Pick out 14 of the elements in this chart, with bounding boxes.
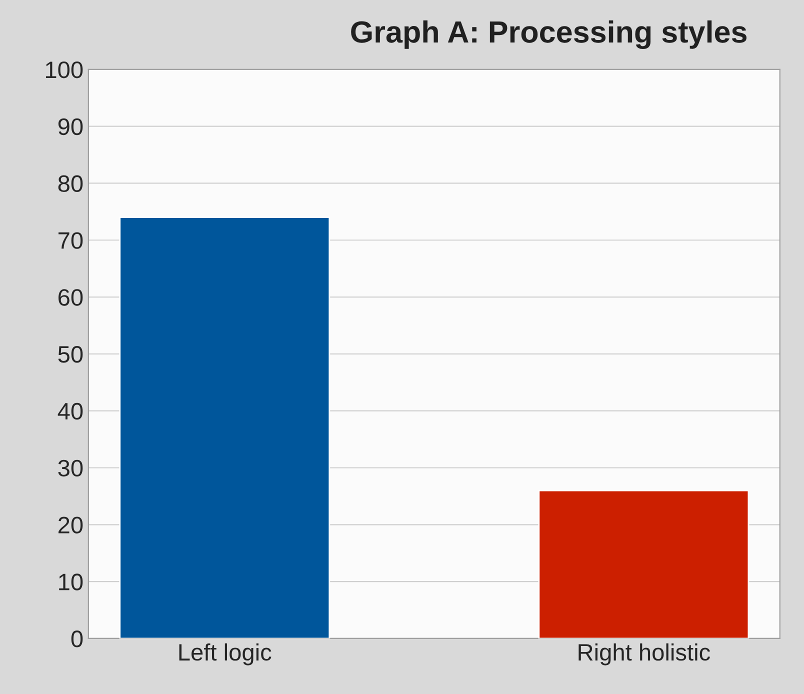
y-tick-label: 100 [46,61,83,78]
y-tick-label: 80 [58,175,83,192]
x-tick-label: Right holistic [578,643,710,666]
y-tick-label: 60 [58,289,83,306]
y-tick-label: 10 [59,574,83,590]
y-tick-label: 0 [71,630,83,648]
y-tick-label: 30 [58,460,83,477]
y-tick-label: 40 [58,402,83,420]
y-tick-label: 50 [58,346,83,363]
y-tick-label: 20 [58,516,83,534]
y-tick-label: 70 [58,232,83,249]
chart-title: Graph A: Processing styles [351,20,746,50]
x-tick-label: Left logic [179,643,272,666]
y-tick-label: 90 [58,118,83,136]
